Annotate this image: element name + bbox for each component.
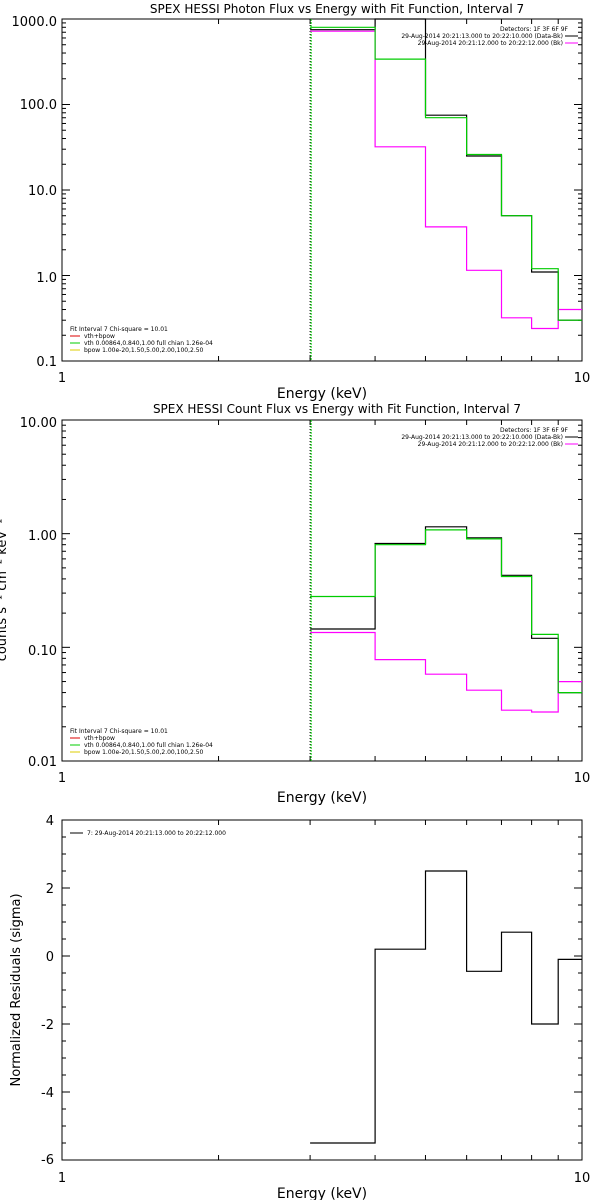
panel1-ytick-100: 100.0: [20, 98, 57, 113]
panel2-plot-frame: [61, 419, 583, 762]
panel1-x-axis-label: Energy (keV): [277, 386, 367, 402]
panel3-xtick-1: 1: [58, 1171, 66, 1186]
panel2-ticks: [62, 419, 582, 762]
panel2-legend-data-label: 29-Aug-2014 20:21:13.000 to 20:22:10.000…: [401, 434, 563, 441]
panel3-y-axis-label: Normalized Residuals (sigma): [9, 893, 24, 1086]
panel1-title: SPEX HESSI Photon Flux vs Energy with Fi…: [150, 2, 524, 16]
panel2-legend-vth: vth 0.00864,0.840,1.00 full chian 1.26e-…: [84, 742, 213, 749]
panel2-legend-detectors: Detectors: 1F 3F 6F 9F: [500, 427, 569, 434]
panel2-legend-vthbpow: vth+bpow: [84, 735, 115, 742]
panel2-legend-bpow: bpow 1.00e-20,1.50,5.00,2.00,100,2.50: [84, 749, 204, 756]
panel1-xtick-10: 10: [574, 371, 591, 386]
panel3-ytick-0: 0: [46, 950, 54, 965]
panel2-legend-bk-label: 29-Aug-2014 20:21:12.000 to 20:22:12.000…: [418, 441, 563, 448]
panel2-ytick-1: 1.00: [28, 529, 57, 544]
panel1-ytick-10: 10.0: [28, 184, 57, 199]
series-0-step-line: [310, 526, 582, 694]
panel1-legend-vth: vth 0.00864,0.840,1.00 full chian 1.26e-…: [84, 340, 213, 347]
panel2-title: SPEX HESSI Count Flux vs Energy with Fit…: [153, 402, 521, 416]
panel3-xtick-10: 10: [574, 1171, 591, 1186]
panel1-ytick-0.1: 0.1: [36, 355, 57, 370]
panel1-legend-detectors: Detectors: 1F 3F 6F 9F: [500, 26, 569, 33]
panel2-ytick-10: 10.00: [20, 416, 57, 431]
panel1-ytick-1000: 1000.0: [12, 15, 58, 30]
panel1-legend-vthbpow: vth+bpow: [84, 333, 115, 340]
panel1-legend-bk-label: 29-Aug-2014 20:21:12.000 to 20:22:12.000…: [418, 40, 563, 47]
panel3-ytick-minus4: -4: [41, 1086, 54, 1101]
count-flux-panel: SPEX HESSI Count Flux vs Energy with Fit…: [0, 402, 590, 806]
panel2-series: [309, 420, 582, 761]
panel1-plot-frame: [61, 18, 583, 362]
series-1-step-line: [310, 30, 582, 330]
panel3-ytick-minus2: -2: [41, 1018, 54, 1033]
panel1-ytick-1: 1.0: [36, 271, 57, 286]
series-0-step-line: [310, 870, 582, 1144]
panel1-legend-data-label: 29-Aug-2014 20:21:13.000 to 20:22:10.000…: [401, 33, 563, 40]
panel1-legend-fit-interval: Fit Interval 7 Chi-square = 10.01: [70, 326, 168, 333]
residuals-panel: 4 2 0 -2 -4 -6 Normalized Residuals (sig…: [9, 814, 590, 1200]
series-2-step-line: [310, 529, 582, 694]
panel2-ytick-0.1: 0.10: [28, 644, 57, 659]
panel1-series: [309, 18, 582, 361]
panel3-legend-label: 7: 29-Aug-2014 20:21:13.000 to 20:22:12.…: [87, 830, 226, 837]
panel3-plot-frame: [61, 819, 583, 1161]
photon-flux-panel: SPEX HESSI Photon Flux vs Energy with Fi…: [12, 2, 591, 402]
panel1-legend-bpow: bpow 1.00e-20,1.50,5.00,2.00,100,2.50: [84, 347, 204, 354]
panel3-ytick-2: 2: [46, 882, 54, 897]
panel1-ticks: [62, 18, 582, 362]
series-2-step-line: [310, 26, 582, 321]
panel3-ytick-minus6: -6: [41, 1153, 54, 1168]
panel3-ticks: [62, 819, 582, 1161]
panel2-xtick-10: 10: [574, 771, 591, 786]
panel2-xtick-1: 1: [58, 771, 66, 786]
panel2-x-axis-label: Energy (keV): [277, 790, 367, 806]
panel1-xtick-1: 1: [58, 371, 66, 386]
panel2-ytick-0.01: 0.01: [28, 755, 57, 770]
panel2-y-axis-label: counts s⁻¹ cm⁻² keV⁻¹: [0, 519, 10, 662]
panel3-series: [310, 870, 582, 1144]
series-1-step-line: [310, 631, 582, 713]
panel3-ytick-4: 4: [46, 814, 54, 829]
series-0-step-line: [310, 18, 582, 321]
panel2-legend-fit-interval: Fit Interval 7 Chi-square = 10.01: [70, 728, 168, 735]
panel3-x-axis-label: Energy (keV): [277, 1186, 367, 1200]
